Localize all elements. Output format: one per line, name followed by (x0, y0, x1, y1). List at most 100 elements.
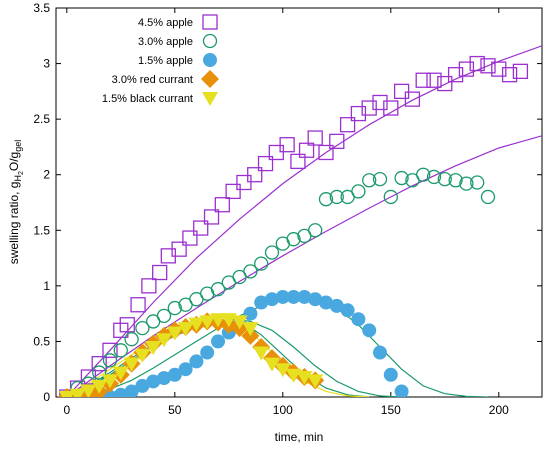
data-point (416, 167, 431, 182)
data-point (275, 289, 290, 304)
data-point (211, 334, 225, 349)
data-point (286, 232, 301, 247)
legend-marker (202, 33, 218, 49)
data-point (279, 137, 295, 153)
data-point (210, 313, 226, 328)
y-tick-label: 0.5 (33, 334, 50, 348)
data-point (480, 58, 496, 74)
data-point (383, 367, 398, 382)
y-axis-label: swelling ratio, gH2O/ggel (7, 140, 25, 264)
legend-label: 1.5% black currant (102, 93, 193, 105)
data-point (351, 184, 366, 199)
x-tick-label: 150 (381, 403, 401, 417)
y-tick-label: 1.5 (33, 223, 50, 237)
data-point (123, 357, 140, 372)
x-axis-label: time, min (275, 430, 324, 444)
data-point (290, 153, 306, 170)
data-point (329, 189, 344, 205)
data-point (329, 298, 344, 313)
data-point (298, 142, 315, 158)
data-point (156, 333, 172, 348)
data-point (373, 345, 387, 360)
data-point (113, 343, 128, 358)
data-point (157, 371, 171, 386)
data-point (203, 209, 220, 225)
data-point (236, 174, 252, 191)
plot-frame (55, 7, 543, 398)
data-point (437, 172, 452, 187)
data-point (297, 289, 312, 304)
data-point (243, 264, 258, 279)
data-point (426, 72, 442, 88)
fit-curve (66, 296, 489, 397)
legend-marker (202, 14, 218, 30)
y-tick-label: 3 (43, 57, 50, 71)
data-point (80, 369, 97, 385)
data-point (210, 282, 226, 297)
data-point (394, 170, 409, 186)
legend-label: 4.5% apple (138, 17, 193, 29)
data-point (80, 384, 97, 397)
data-point (102, 374, 118, 389)
data-point (362, 173, 377, 188)
data-point (92, 365, 107, 380)
data-point (501, 67, 518, 83)
data-point (177, 322, 194, 337)
legend-marker (202, 92, 218, 106)
data-point (178, 362, 193, 377)
data-point (448, 173, 463, 188)
data-point (286, 289, 301, 304)
data-point (231, 315, 248, 330)
data-point (426, 169, 442, 185)
data-point (469, 55, 485, 72)
data-point (91, 379, 108, 394)
data-point (152, 264, 168, 281)
data-point (393, 83, 410, 100)
legend-label: 3.0% red currant (112, 74, 193, 86)
data-point (340, 303, 355, 318)
data-point (329, 133, 345, 150)
data-point (146, 374, 161, 389)
data-point (480, 189, 496, 205)
data-point (253, 346, 270, 361)
data-point (193, 220, 209, 236)
data-markers (57, 55, 529, 397)
data-point (102, 342, 118, 358)
legend-label: 1.5% apple (138, 55, 193, 67)
data-point (383, 189, 398, 205)
x-tick-label: 200 (489, 403, 509, 417)
data-point (264, 357, 280, 372)
data-point (264, 245, 280, 260)
x-tick-label: 50 (168, 403, 182, 417)
data-point (69, 388, 86, 397)
data-point (458, 61, 475, 77)
data-point (383, 100, 399, 116)
data-point (470, 175, 485, 190)
data-point (156, 308, 172, 324)
data-point (102, 353, 118, 368)
y-tick-label: 0 (43, 390, 50, 404)
data-point (167, 367, 182, 382)
data-point (112, 366, 129, 381)
legend: 4.5% apple 3.0% apple 1.5% apple 3.0% red c… (102, 14, 219, 106)
data-point (135, 378, 150, 393)
x-tick-label: 100 (273, 403, 293, 417)
data-point (58, 391, 75, 397)
y-tick-label: 2 (43, 168, 50, 182)
data-point (141, 278, 157, 294)
data-point (91, 356, 107, 372)
data-point (247, 167, 263, 183)
fit-curve (66, 135, 542, 397)
data-point (199, 315, 216, 330)
data-point (372, 172, 388, 187)
data-point (394, 384, 409, 397)
data-point (130, 297, 146, 313)
data-point (459, 176, 474, 191)
legend-marker (201, 70, 219, 88)
data-point (214, 197, 230, 213)
data-point (189, 354, 204, 369)
data-point (372, 94, 388, 111)
data-point (307, 130, 323, 146)
data-point (318, 192, 334, 207)
